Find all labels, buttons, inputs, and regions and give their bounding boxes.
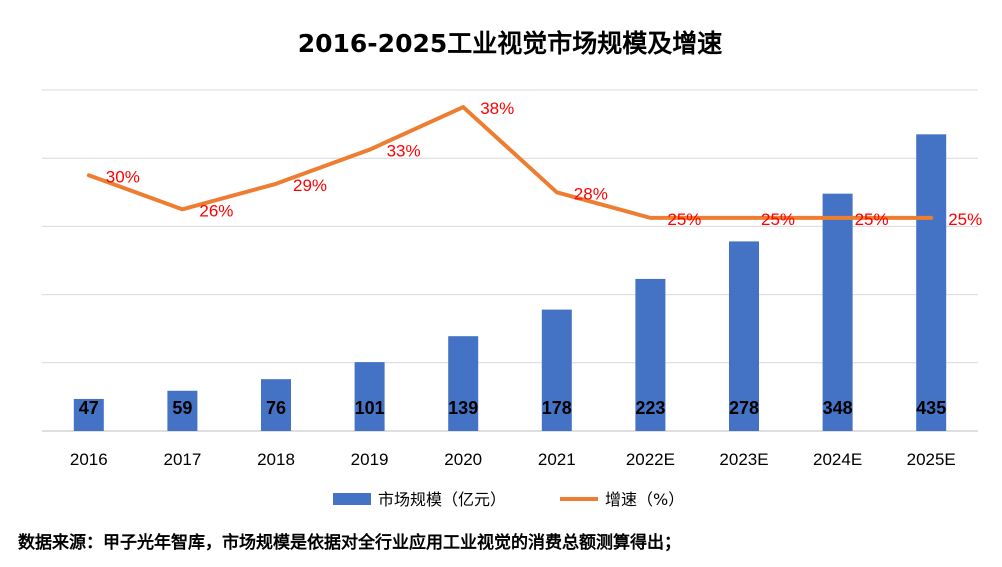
growth-value-label: 25%	[667, 210, 701, 229]
bar-2017	[167, 390, 198, 431]
x-tick-label: 2025E	[907, 450, 956, 469]
bar-value-label: 47	[79, 398, 99, 418]
x-tick-label: 2020	[444, 450, 482, 469]
bar-value-label: 435	[916, 398, 946, 418]
line-series	[86, 105, 934, 220]
bar-value-label: 139	[448, 398, 478, 418]
gridlines	[42, 89, 978, 432]
growth-value-label: 25%	[855, 210, 889, 229]
bar-value-label: 59	[172, 398, 192, 418]
bar-value-label: 101	[355, 398, 385, 418]
bar-2024E	[822, 193, 853, 431]
growth-value-label: 30%	[106, 167, 140, 186]
bar-value-label: 348	[823, 398, 853, 418]
x-tick-label: 2017	[163, 450, 201, 469]
bar-value-label: 223	[635, 398, 665, 418]
bar-value-label: 178	[542, 398, 572, 418]
x-tick-label: 2022E	[626, 450, 675, 469]
bar-2022E	[635, 278, 666, 431]
legend: 市场规模（亿元） 增速（%）	[333, 490, 684, 509]
x-tick-label: 2024E	[813, 450, 862, 469]
bar-2023E	[729, 241, 759, 431]
legend-bar-label: 市场规模（亿元）	[378, 490, 506, 509]
bar-series	[73, 134, 947, 431]
growth-value-label: 25%	[948, 210, 982, 229]
x-tick-label: 2016	[70, 450, 108, 469]
growth-value-label: 29%	[293, 176, 327, 195]
bar-data-labels: 47 59 76 101 139 178 223 278 348 435	[79, 398, 946, 418]
x-tick-label: 2018	[257, 450, 295, 469]
bar-value-label: 278	[729, 398, 759, 418]
line-data-labels: 30% 26% 29% 33% 38% 28% 25% 25% 25% 25%	[106, 99, 982, 229]
growth-value-label: 28%	[574, 184, 608, 203]
growth-value-label: 26%	[199, 201, 233, 220]
chart-title: 2016-2025工业视觉市场规模及增速	[298, 29, 723, 58]
x-axis-tick-labels: 2016 2017 2018 2019 2020 2021 2022E 2023E 2024E 2…	[70, 450, 956, 469]
bar-2018	[261, 379, 291, 431]
growth-line	[86, 105, 934, 220]
bar-2016	[73, 398, 104, 431]
growth-value-label: 33%	[387, 142, 421, 161]
growth-value-label: 38%	[480, 99, 514, 118]
growth-value-label: 25%	[761, 210, 795, 229]
x-tick-label: 2023E	[719, 450, 768, 469]
x-tick-label: 2019	[351, 450, 389, 469]
x-tick-label: 2021	[538, 450, 576, 469]
footnote: 数据来源：甲子光年智库，市场规模是依据对全行业应用工业视觉的消费总额测算得出；	[18, 533, 681, 553]
legend-bar-swatch	[333, 493, 371, 505]
bar-2025E	[916, 134, 947, 431]
legend-line-label: 增速（%）	[605, 490, 684, 509]
bar-2021	[541, 309, 572, 431]
bar-2019	[354, 362, 385, 431]
bar-value-label: 76	[266, 398, 286, 418]
bar-2020	[448, 336, 479, 431]
